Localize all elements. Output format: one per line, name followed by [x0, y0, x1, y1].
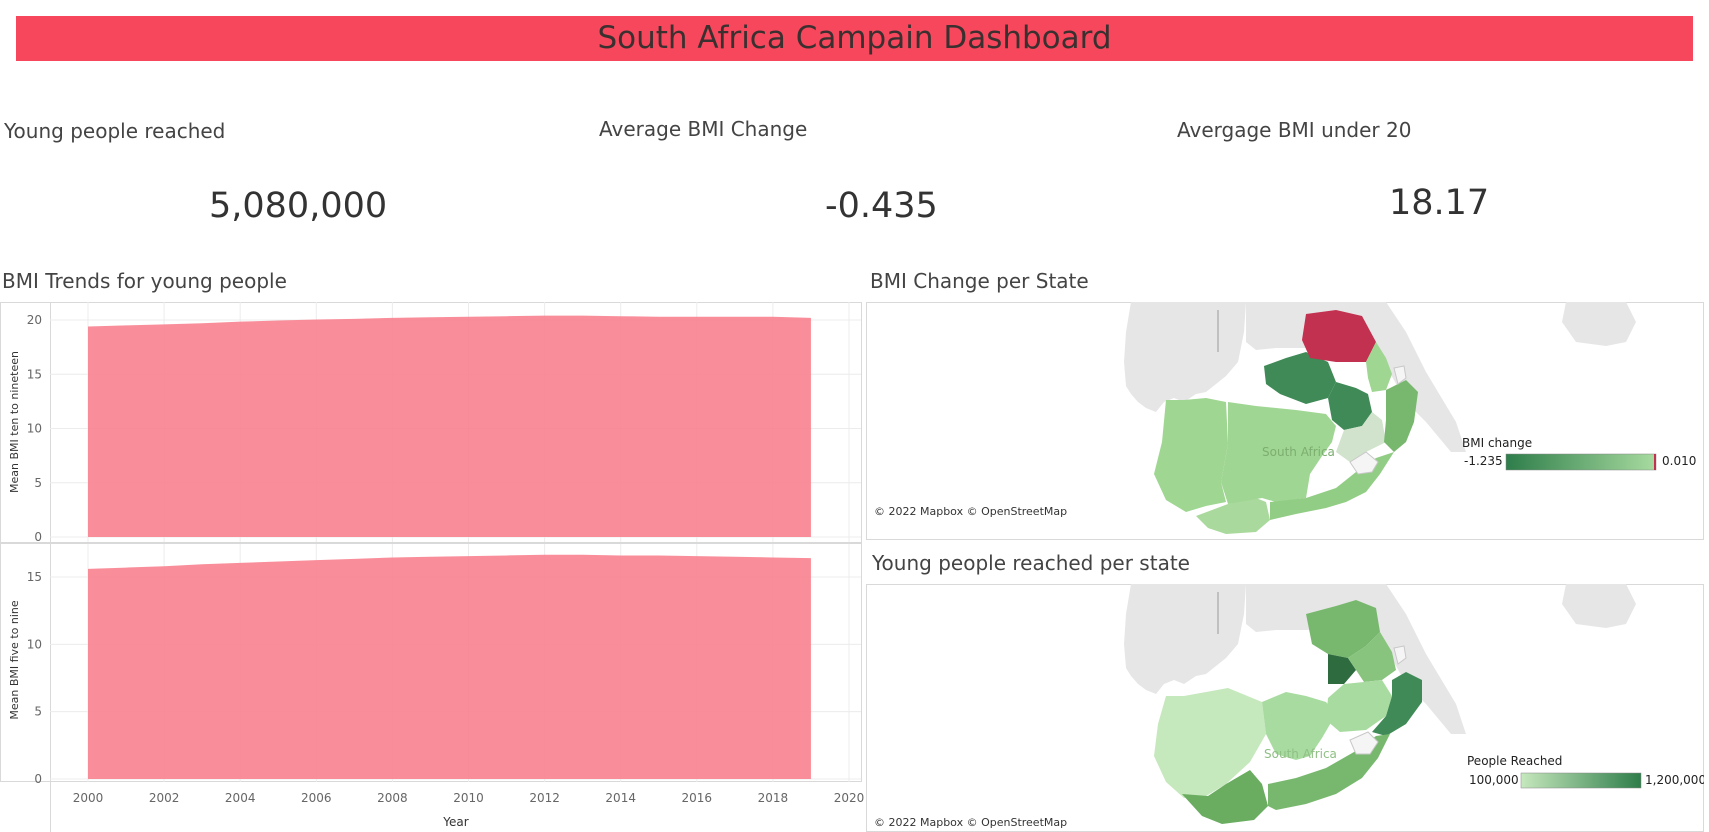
region-limpopo[interactable] [1302, 310, 1376, 362]
region-northern-cape[interactable] [1154, 398, 1228, 512]
y-tick-label: 5 [34, 476, 42, 490]
region-reached-free-state[interactable] [1326, 680, 1392, 732]
y-tick-label: 5 [34, 705, 42, 719]
region-mpumalanga[interactable] [1366, 342, 1392, 392]
y-tick-label: 0 [34, 530, 42, 544]
region-eswatini [1393, 365, 1407, 385]
y-axis-title-bottom: Mean BMI five to nine [8, 600, 21, 719]
region-reached-kzn[interactable] [1372, 672, 1422, 736]
trend-panel-bottom-border [0, 543, 862, 782]
neighbor-namibia-2 [1124, 584, 1246, 694]
x-tick-label: 2006 [301, 791, 332, 805]
title-bar: South Africa Campain Dashboard [16, 16, 1693, 61]
region-reached-mpumalanga[interactable] [1348, 632, 1396, 682]
y-tick-label: 20 [27, 313, 42, 327]
legend-reached-title: People Reached [1467, 754, 1562, 768]
x-tick-label: 2012 [529, 791, 560, 805]
trends-title: BMI Trends for young people [2, 269, 287, 293]
x-tick-label: 2018 [758, 791, 789, 805]
y-tick-label: 15 [27, 570, 42, 584]
neighbor-north-2 [1246, 584, 1466, 734]
map-reached-title: Young people reached per state [872, 551, 1190, 575]
map-change-copyright: © 2022 Mapbox © OpenStreetMap [874, 505, 1067, 518]
legend-change-min: -1.235 [1464, 454, 1503, 468]
bmi-trends-chart: 0 5 10 15 20 0 5 10 15 2000 2002 2004 2006 2008 2010 20… [0, 302, 865, 832]
x-tick-label: 2016 [682, 791, 713, 805]
y-axis-title-top: Mean BMI ten to nineteen [8, 351, 21, 493]
region-reached-northern-cape[interactable] [1154, 688, 1266, 798]
x-tick-label: 2000 [73, 791, 104, 805]
x-tick-label: 2008 [377, 791, 408, 805]
map-change-title: BMI Change per State [870, 269, 1089, 293]
region-gauteng[interactable] [1328, 382, 1372, 430]
trend-panel-top-border [0, 302, 862, 543]
legend-change-bar [1505, 453, 1657, 471]
neighbor-madagascar [1562, 302, 1636, 346]
region-free-state-west[interactable] [1221, 402, 1336, 504]
x-tick-label: 2004 [225, 791, 256, 805]
region-western-cape[interactable] [1196, 498, 1270, 534]
region-reached-limpopo[interactable] [1306, 600, 1380, 658]
region-north-west[interactable] [1264, 352, 1336, 404]
bmi-area-series [88, 554, 811, 779]
legend-reached-min: 100,000 [1469, 773, 1519, 787]
x-tick-label: 2014 [605, 791, 636, 805]
neighbor-namibia [1124, 302, 1246, 412]
kpi-label-bmi-change: Average BMI Change [599, 117, 808, 141]
people-reached-map[interactable]: South Africa © 2022 Mapbox © OpenStreetM… [866, 584, 1704, 832]
region-reached-eswatini [1393, 645, 1407, 665]
legend-change-max: 0.010 [1662, 454, 1696, 468]
dashboard-title: South Africa Campain Dashboard [597, 20, 1112, 56]
neighbor-madagascar-2 [1562, 584, 1636, 628]
area-layer [88, 315, 811, 779]
neighbor-north [1246, 302, 1466, 452]
bmi-change-map[interactable]: South Africa © 2022 Mapbox © OpenStreetM… [866, 302, 1704, 540]
bmi-area-series [88, 315, 811, 537]
region-reached-lesotho [1349, 731, 1379, 755]
region-lesotho [1349, 451, 1379, 475]
tick-layer: 0 5 10 15 20 0 5 10 15 2000 2002 2004 2006 2008 2010 20… [27, 313, 865, 805]
country-label-change: South Africa [1262, 445, 1335, 459]
region-free-state[interactable] [1336, 412, 1386, 462]
y-tick-label: 10 [27, 422, 42, 436]
kpi-value-bmi-under-20: 18.17 [1389, 183, 1490, 223]
map-reached-copyright: © 2022 Mapbox © OpenStreetMap [874, 816, 1067, 829]
region-reached-north-west[interactable] [1262, 692, 1336, 760]
legend-reached-bar [1520, 772, 1642, 789]
legend-reached-max: 1,200,000 [1645, 773, 1704, 787]
country-label-reached: South Africa [1264, 747, 1337, 761]
kpi-label-young-people: Young people reached [4, 119, 226, 143]
region-reached-gauteng[interactable] [1328, 654, 1356, 684]
x-tick-label: 2020 [834, 791, 865, 805]
kpi-label-bmi-under-20: Avergage BMI under 20 [1177, 118, 1412, 142]
kpi-value-bmi-change: -0.435 [825, 186, 938, 226]
legend-change-title: BMI change [1462, 436, 1532, 450]
x-tick-label: 2002 [149, 791, 180, 805]
x-tick-label: 2010 [453, 791, 484, 805]
region-kwazulu-natal[interactable] [1384, 380, 1418, 452]
y-tick-label: 15 [27, 367, 42, 381]
y-tick-label: 10 [27, 637, 42, 651]
x-axis-title: Year [442, 815, 468, 829]
y-tick-label: 0 [34, 772, 42, 786]
kpi-value-young-people: 5,080,000 [209, 186, 388, 226]
region-reached-western-cape[interactable] [1182, 770, 1268, 824]
